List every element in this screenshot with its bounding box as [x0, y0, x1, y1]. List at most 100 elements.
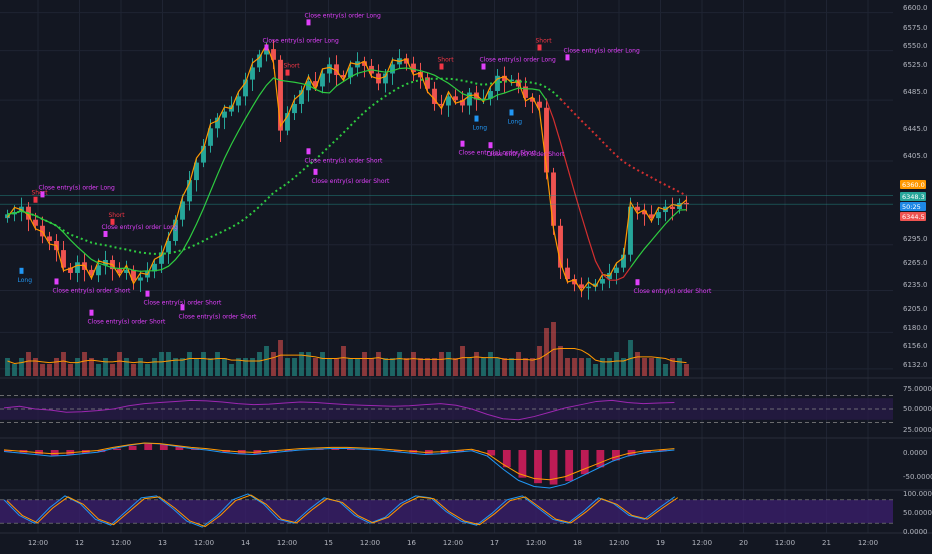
- volume-bar: [173, 358, 178, 376]
- candle-body: [411, 63, 416, 72]
- volume-bar: [285, 358, 290, 376]
- macd-histogram-bar: [580, 450, 589, 475]
- volume-bar: [271, 352, 276, 376]
- annotation-arrow: [313, 168, 318, 175]
- candle-body: [621, 254, 626, 268]
- time-tick-label: 20: [739, 539, 748, 547]
- volume-bar: [180, 358, 185, 376]
- candle-body: [117, 269, 122, 273]
- annotation-arrow: [306, 148, 311, 155]
- ma-red-line: [545, 100, 631, 281]
- candle-body: [593, 283, 598, 287]
- volume-bar: [411, 352, 416, 376]
- volume-bar: [460, 346, 465, 376]
- time-tick-label: 12:00: [194, 539, 214, 547]
- candle-body: [439, 103, 444, 106]
- time-tick-label: 12:00: [111, 539, 131, 547]
- volume-bar: [61, 352, 66, 376]
- macd-histogram-bar: [502, 450, 511, 468]
- volume-bar: [495, 358, 500, 376]
- candle-body: [649, 214, 654, 219]
- volume-bar: [313, 358, 318, 376]
- annotation-arrow: [40, 191, 45, 198]
- candle-body: [425, 77, 430, 89]
- candle-body: [243, 79, 248, 97]
- volume-bar: [215, 352, 220, 376]
- ma-green-line: [7, 67, 547, 272]
- volume-bar: [530, 358, 535, 376]
- volume-bar: [159, 352, 164, 376]
- time-tick-label: 12:00: [775, 539, 795, 547]
- price-tick-label: 6156.0: [903, 342, 928, 350]
- fast-line: [7, 43, 687, 293]
- candle-body: [635, 206, 640, 211]
- price-tick-label: 6235.0: [903, 281, 928, 289]
- candle-body: [334, 64, 339, 76]
- volume-bar: [446, 352, 451, 376]
- annotation-label: Short: [109, 212, 126, 219]
- volume-bar: [663, 364, 668, 376]
- candle-body: [299, 90, 304, 104]
- annotation-arrow: [306, 19, 311, 26]
- volume-bars: [5, 322, 689, 376]
- volume-bar: [397, 352, 402, 376]
- candle-body: [159, 252, 164, 264]
- candle-body: [194, 162, 199, 181]
- annotation-arrow: [460, 140, 465, 147]
- volume-bar: [250, 358, 255, 376]
- candle-body: [68, 267, 73, 273]
- annotation-label: Close entry(s) order Short: [487, 151, 565, 158]
- annotation-label: Close entry(s) order Long: [102, 224, 178, 231]
- volume-bar: [586, 358, 591, 376]
- candle-body: [89, 269, 94, 276]
- volume-bar: [327, 358, 332, 376]
- time-tick-label: 12: [75, 539, 84, 547]
- ma-long-dotted-red: [559, 98, 687, 197]
- macd-histogram-bar: [35, 450, 43, 455]
- volume-bar: [257, 352, 262, 376]
- price-badges: 6360.0 6348.3 50:25 6344.5: [900, 180, 926, 221]
- candle-body: [418, 71, 423, 78]
- grid-lines: [0, 0, 932, 534]
- candle-body: [404, 58, 409, 64]
- candle-body: [250, 67, 255, 80]
- time-tick-label: 15: [324, 539, 333, 547]
- volume-bar: [537, 346, 542, 376]
- annotation-label: Close entry(s) order Long: [263, 37, 339, 44]
- candle-body: [138, 277, 143, 281]
- macd-histogram-bar: [518, 450, 527, 478]
- price-tick-label: 6445.0: [903, 125, 928, 133]
- time-tick-label: 16: [407, 539, 416, 547]
- volume-bar: [12, 364, 17, 376]
- volume-bar: [558, 346, 563, 376]
- annotation-label: Short: [536, 37, 553, 44]
- annotation-arrow: [110, 218, 115, 225]
- macd-histogram-bar: [643, 450, 652, 453]
- candle-body: [313, 81, 318, 87]
- candle-body: [271, 49, 276, 60]
- volume-bar: [439, 352, 444, 376]
- candle-body: [600, 279, 605, 284]
- volume-bar: [390, 358, 395, 376]
- volume-bar: [124, 358, 129, 376]
- annotation-arrow: [19, 267, 24, 274]
- annotation-label: Short: [32, 190, 49, 197]
- candle-body: [495, 75, 500, 92]
- price-badge-label: 50:25: [902, 203, 921, 211]
- annotation-arrow: [285, 69, 290, 76]
- price-badge: [900, 180, 926, 189]
- stoch-tick-label: 0.0000: [903, 528, 928, 536]
- annotation-label: Close entry(s) order Long: [480, 57, 556, 64]
- volume-bar: [75, 358, 80, 376]
- volume-bar: [320, 352, 325, 376]
- candle-body: [278, 59, 283, 131]
- candle-body: [572, 279, 577, 285]
- macd-histogram-bar: [315, 449, 324, 450]
- candle-body: [341, 75, 346, 78]
- volume-bar: [292, 358, 297, 376]
- price-tick-label: 6265.0: [903, 259, 928, 267]
- macd-histogram-bar: [269, 450, 277, 453]
- stoch-d-line: [6, 494, 679, 528]
- annotation-label: Short: [438, 57, 455, 64]
